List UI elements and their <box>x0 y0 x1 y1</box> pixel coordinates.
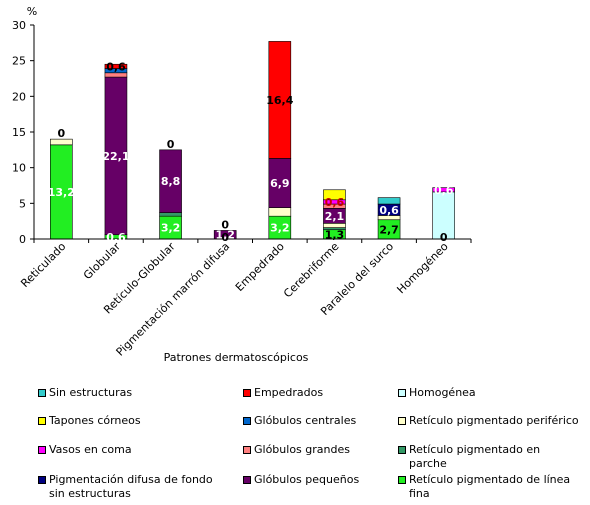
legend-label: Glóbulos grandes <box>254 443 350 456</box>
x-tick-label: Globular <box>81 240 123 282</box>
bar-segment <box>323 223 346 228</box>
data-label: 0 <box>221 218 229 231</box>
legend-swatch <box>243 446 251 454</box>
data-label: 0 <box>57 127 65 140</box>
legend-label: Empedrados <box>254 386 324 399</box>
y-tick-label: 25 <box>12 55 26 68</box>
data-label: 1,3 <box>325 228 345 241</box>
data-label: 8,8 <box>161 175 181 188</box>
y-tick-label: 15 <box>12 126 26 139</box>
data-label: 0 <box>167 138 175 151</box>
bar-segment <box>432 187 455 193</box>
x-tick-label: Reticulado <box>18 240 68 290</box>
legend-swatch <box>398 389 406 397</box>
legend-swatch <box>38 389 46 397</box>
bar-segment <box>104 72 128 78</box>
x-tick-label: Pigmentación marrón difusa <box>114 240 233 359</box>
y-ticks-group: 0 5 10 15 20 25 30 <box>12 19 34 246</box>
data-label: 6,9 <box>270 177 290 190</box>
legend-swatch <box>243 476 251 484</box>
legend-label: Glóbulos pequeños <box>254 473 360 486</box>
x-ticks-group <box>33 239 472 243</box>
legend-label: Retículo pigmentado periférico <box>409 414 579 427</box>
bar-segment <box>159 149 182 213</box>
data-label: 22,1 <box>102 150 129 163</box>
legend-swatch <box>38 446 46 454</box>
legend-label: Pigmentación difusa de fondo sin estruct… <box>49 473 213 500</box>
data-label: 3,2 <box>270 222 290 235</box>
legend-label: Retículo pigmentado en parche <box>409 443 541 470</box>
legend-swatch <box>398 446 406 454</box>
y-tick-label: 5 <box>19 197 26 210</box>
bar-segment <box>323 189 346 201</box>
y-tick-label: 20 <box>12 90 26 103</box>
legend-swatch <box>398 476 406 484</box>
bar-segment <box>159 212 182 217</box>
legend-label: Retículo pigmentado de línea fina <box>409 473 571 500</box>
data-label: 0,6 <box>434 184 454 197</box>
legend-label: Vasos en coma <box>49 443 132 456</box>
data-label: 2,7 <box>379 223 399 236</box>
axes-group <box>33 25 471 240</box>
data-labels-group: 13,200,622,10,63,28,801,2003,26,916,41,3… <box>48 60 454 244</box>
legend-swatch <box>243 417 251 425</box>
data-label: 3,2 <box>161 222 181 235</box>
x-tick-label: Empedrado <box>233 240 287 294</box>
legend-label: Tapones córneos <box>49 414 141 427</box>
data-label: 0 <box>221 231 229 244</box>
y-axis-title: % <box>27 5 37 18</box>
bar-segment <box>268 207 292 217</box>
legend-label: Sin estructuras <box>49 386 133 399</box>
data-label: 16,4 <box>266 94 293 107</box>
y-tick-label: 10 <box>12 162 26 175</box>
x-axis-title: Patrones dermatoscópicos <box>164 351 309 364</box>
legend-label: Glóbulos centrales <box>254 414 357 427</box>
bar-segment <box>377 197 401 205</box>
data-label: 1,2 <box>215 229 235 242</box>
bar-segment <box>268 41 292 159</box>
legend-swatch <box>398 417 406 425</box>
bars-group <box>50 41 455 240</box>
data-label: 0,6 <box>106 231 126 244</box>
y-tick-label: 30 <box>12 19 26 32</box>
data-label: 0,6 <box>106 60 126 73</box>
x-tick-label: Cerebriforme <box>281 240 342 301</box>
x-tick-label: Homogéneo <box>394 240 451 297</box>
data-label: 0 <box>440 231 448 244</box>
data-label: 0,6 <box>325 196 345 209</box>
legend-label: Homogénea <box>409 386 476 399</box>
data-label: 2,1 <box>325 210 345 223</box>
legend-swatch <box>38 476 46 484</box>
x-tick-labels-group: Reticulado GlobularRetículo-GlobularPigme… <box>18 240 451 359</box>
legend-swatch <box>38 417 46 425</box>
data-label: 0,6 <box>379 204 399 217</box>
bar-segment <box>50 138 73 146</box>
bar-segment <box>104 63 128 69</box>
legend-swatch <box>243 389 251 397</box>
data-label: 13,2 <box>48 186 75 199</box>
y-tick-label: 0 <box>19 233 26 246</box>
